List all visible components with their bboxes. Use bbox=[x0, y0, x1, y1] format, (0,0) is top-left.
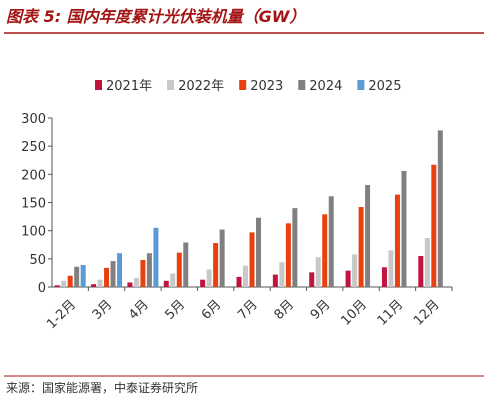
bar bbox=[170, 273, 176, 287]
bar bbox=[183, 242, 189, 287]
y-tick-label: 300 bbox=[21, 112, 46, 127]
bar bbox=[61, 280, 67, 287]
bar bbox=[213, 243, 219, 287]
bar bbox=[67, 275, 73, 287]
bar bbox=[365, 185, 371, 287]
bar bbox=[418, 256, 424, 287]
bar bbox=[285, 223, 291, 287]
bar bbox=[176, 252, 182, 287]
x-tick-label: 6月 bbox=[199, 297, 225, 323]
bar bbox=[315, 257, 321, 287]
bar bbox=[401, 170, 407, 287]
bar bbox=[358, 207, 364, 287]
legend-swatch bbox=[95, 80, 102, 90]
chart-title: 图表 5: 国内年度累计光伏装机量（GW） bbox=[6, 7, 305, 26]
bar bbox=[91, 284, 97, 287]
bar bbox=[133, 277, 139, 287]
bar bbox=[424, 237, 430, 287]
legend-label: 2023 bbox=[250, 79, 283, 94]
bar bbox=[292, 208, 298, 287]
bar bbox=[200, 279, 206, 287]
legend-swatch bbox=[357, 80, 365, 90]
bar bbox=[54, 285, 60, 287]
bar bbox=[328, 196, 334, 287]
x-tick-label: 4月 bbox=[126, 297, 152, 323]
bar bbox=[345, 270, 351, 287]
legend-label: 2024 bbox=[309, 79, 342, 94]
x-tick-label: 8月 bbox=[272, 297, 298, 323]
legend-label: 2021年 bbox=[106, 79, 152, 94]
y-tick-label: 50 bbox=[29, 253, 46, 268]
x-tick-label: 1-2月 bbox=[44, 297, 79, 332]
bar bbox=[381, 267, 387, 287]
legend-label: 2025 bbox=[368, 79, 401, 94]
bar bbox=[140, 259, 146, 287]
x-tick-label: 10月 bbox=[338, 297, 369, 328]
y-tick-label: 250 bbox=[21, 140, 46, 155]
y-tick-label: 0 bbox=[38, 281, 46, 296]
legend-swatch bbox=[167, 80, 175, 90]
y-tick-label: 100 bbox=[21, 225, 46, 240]
bar bbox=[146, 253, 152, 287]
bar bbox=[249, 232, 255, 287]
bar bbox=[256, 217, 261, 287]
x-tick-label: 12月 bbox=[411, 297, 442, 328]
bar bbox=[431, 164, 437, 287]
bar bbox=[104, 267, 110, 287]
bar bbox=[163, 280, 169, 287]
bar bbox=[352, 254, 358, 287]
bar bbox=[437, 130, 443, 287]
bar bbox=[206, 269, 212, 287]
legend-label: 2022年 bbox=[178, 79, 224, 94]
bar bbox=[219, 229, 225, 287]
x-tick-label: 7月 bbox=[235, 297, 261, 323]
bar bbox=[153, 227, 159, 287]
bar bbox=[236, 276, 242, 287]
bar bbox=[388, 250, 394, 287]
legend-swatch bbox=[239, 80, 247, 90]
bar bbox=[272, 274, 278, 287]
y-tick-label: 150 bbox=[21, 197, 46, 212]
bar bbox=[117, 253, 123, 287]
y-tick-label: 200 bbox=[21, 168, 46, 183]
bar bbox=[127, 282, 133, 287]
bar bbox=[279, 262, 285, 287]
bar bbox=[80, 265, 86, 287]
bar bbox=[110, 261, 116, 287]
x-tick-label: 3月 bbox=[90, 297, 116, 323]
bar bbox=[394, 194, 400, 287]
bar bbox=[97, 279, 103, 287]
bar bbox=[74, 266, 80, 287]
x-tick-label: 5月 bbox=[162, 297, 188, 323]
legend-swatch bbox=[298, 80, 306, 90]
bar bbox=[309, 272, 315, 287]
x-tick-label: 9月 bbox=[308, 297, 334, 323]
bar bbox=[243, 265, 248, 287]
source: 来源：国家能源署，中泰证券研究所 bbox=[6, 380, 198, 395]
bar bbox=[322, 214, 328, 287]
x-tick-label: 11月 bbox=[375, 297, 406, 328]
